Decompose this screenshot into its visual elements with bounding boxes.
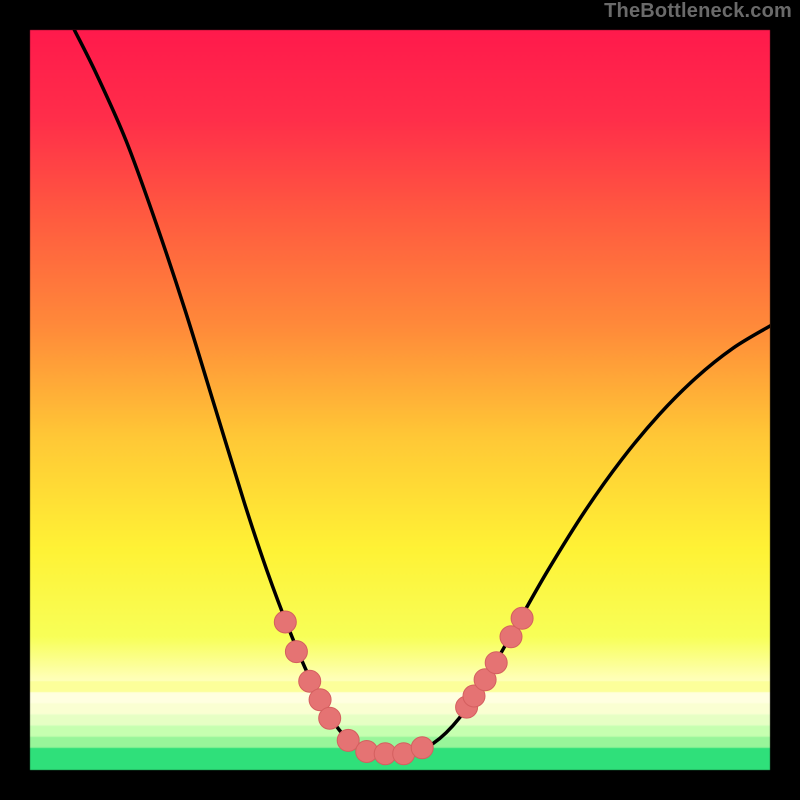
curve-marker — [285, 641, 307, 663]
curve-marker — [319, 707, 341, 729]
curve-marker — [274, 611, 296, 633]
curve-marker — [411, 737, 433, 759]
v-curve — [74, 30, 770, 755]
curve-marker — [485, 652, 507, 674]
curve-marker — [511, 607, 533, 629]
chart-stage: TheBottleneck.com — [0, 0, 800, 800]
watermark-label: TheBottleneck.com — [604, 0, 792, 23]
plot-svg — [0, 0, 800, 800]
marker-group — [274, 607, 533, 764]
